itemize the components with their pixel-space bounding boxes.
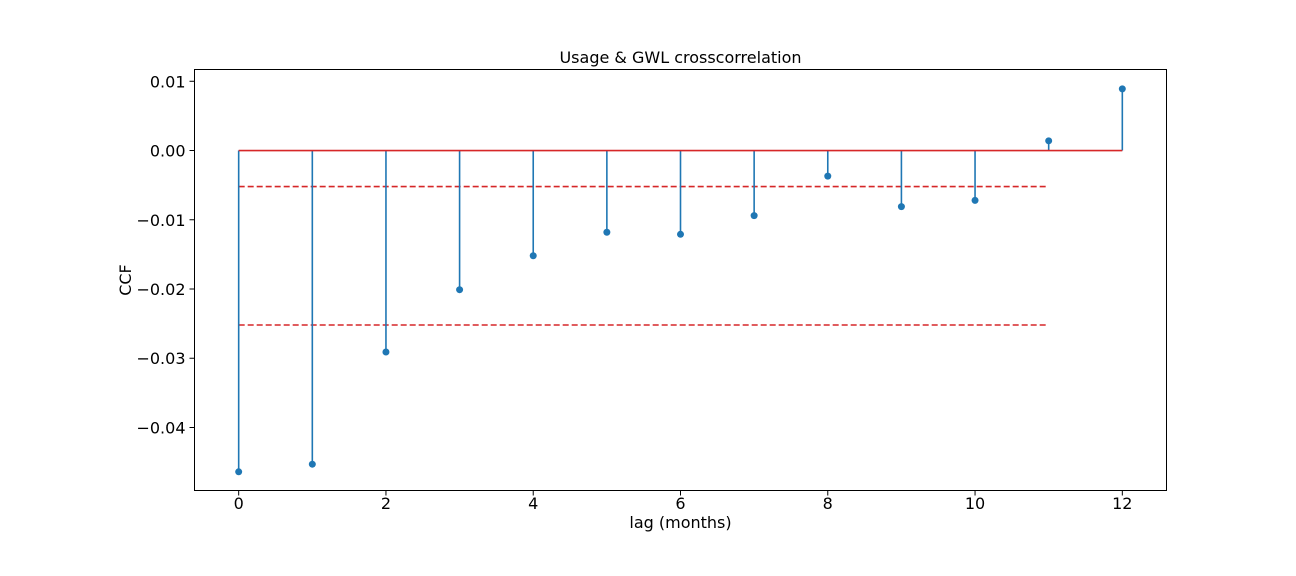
x-tick-label-1: 2: [381, 494, 391, 513]
stem-marker-4: [529, 252, 537, 260]
stem-marker-3: [456, 286, 464, 294]
x-axis-label: lag (months): [629, 513, 731, 532]
y-tick-label-2: −0.01: [136, 211, 185, 230]
x-tick-label-0: 0: [234, 494, 244, 513]
y-tick-label-4: −0.03: [136, 349, 185, 368]
stem-marker-11: [1045, 137, 1053, 145]
x-tick-label-3: 6: [675, 494, 685, 513]
x-tick-label-6: 12: [1112, 494, 1132, 513]
plot-area: [235, 85, 1126, 476]
y-tick-label-1: 0.00: [150, 142, 186, 161]
y-tick-label-5: −0.04: [136, 418, 185, 437]
stem-marker-2: [382, 348, 390, 356]
stem-marker-0: [235, 468, 243, 476]
y-axis: 0.01 0.00 −0.01 −0.02 −0.03 −0.04: [136, 72, 195, 437]
stem-marker-8: [824, 172, 832, 180]
stem-marker-7: [750, 212, 758, 220]
y-tick-label-3: −0.02: [136, 280, 185, 299]
stem-marker-6: [677, 230, 684, 238]
x-tick-label-4: 8: [823, 494, 833, 513]
stem-marker-5: [603, 228, 611, 236]
y-axis-label: CCF: [116, 264, 135, 296]
stem-marker-9: [897, 203, 905, 211]
axes-frame: [194, 69, 1167, 491]
chart-title: Usage & GWL crosscorrelation: [559, 48, 801, 67]
x-tick-label-5: 10: [965, 494, 985, 513]
x-axis: 0 2 4 6 8 10 12: [234, 490, 1132, 513]
stem-marker-10: [971, 196, 979, 204]
y-tick-label-0: 0.01: [150, 72, 186, 91]
x-tick-label-2: 4: [528, 494, 538, 513]
stem-marker-12: [1118, 85, 1126, 93]
stem-marker-1: [308, 460, 316, 468]
